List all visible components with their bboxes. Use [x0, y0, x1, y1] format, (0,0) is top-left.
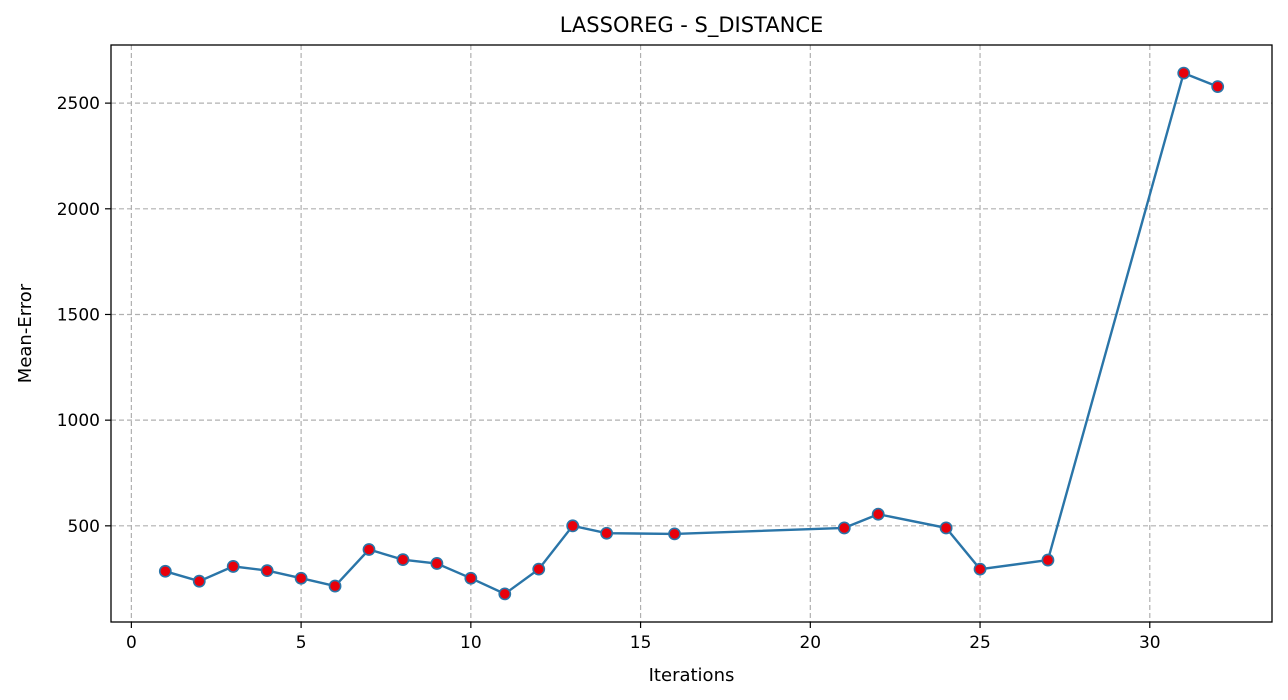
data-point	[1177, 66, 1191, 80]
x-axis-label: Iterations	[649, 665, 735, 686]
x-tick-label: 20	[799, 633, 821, 653]
axis-ticks: 0 5 10 15 20 25 30 500 1000 1500 2000 2500	[57, 94, 1161, 653]
data-point	[192, 574, 206, 588]
data-point	[600, 526, 614, 540]
y-axis-label: Mean-Error	[15, 283, 36, 383]
data-point	[939, 521, 953, 535]
data-point	[973, 562, 987, 576]
y-tick-label: 2000	[57, 200, 100, 220]
data-point	[668, 527, 681, 541]
data-point	[532, 562, 546, 576]
x-tick-label: 25	[969, 633, 991, 653]
x-tick-label: 0	[126, 633, 137, 653]
y-tick-label: 2500	[57, 94, 100, 114]
data-point	[1041, 553, 1055, 567]
data-point	[464, 571, 478, 585]
data-point	[871, 507, 885, 521]
series-layer	[158, 66, 1225, 601]
data-point	[498, 587, 512, 601]
y-tick-label: 500	[68, 517, 100, 537]
data-point	[362, 543, 376, 556]
data-point	[430, 557, 444, 570]
chart-title: LASSOREG - S_DISTANCE	[560, 13, 824, 38]
data-point	[226, 560, 240, 573]
data-point	[328, 579, 342, 593]
y-tick-label: 1000	[57, 411, 100, 431]
series-line	[164, 71, 1219, 596]
plot-frame	[110, 44, 1273, 623]
x-tick-label: 15	[630, 633, 652, 653]
data-point	[837, 521, 851, 535]
data-point	[294, 571, 308, 585]
grid-lines	[111, 45, 1272, 622]
data-point	[260, 564, 274, 578]
data-point	[566, 519, 580, 533]
data-point	[1211, 80, 1225, 94]
data-point	[396, 553, 410, 567]
x-tick-label: 5	[296, 633, 307, 653]
x-tick-label: 10	[460, 633, 482, 653]
y-tick-label: 1500	[57, 305, 100, 325]
x-tick-label: 30	[1139, 633, 1161, 653]
data-point	[158, 564, 172, 578]
